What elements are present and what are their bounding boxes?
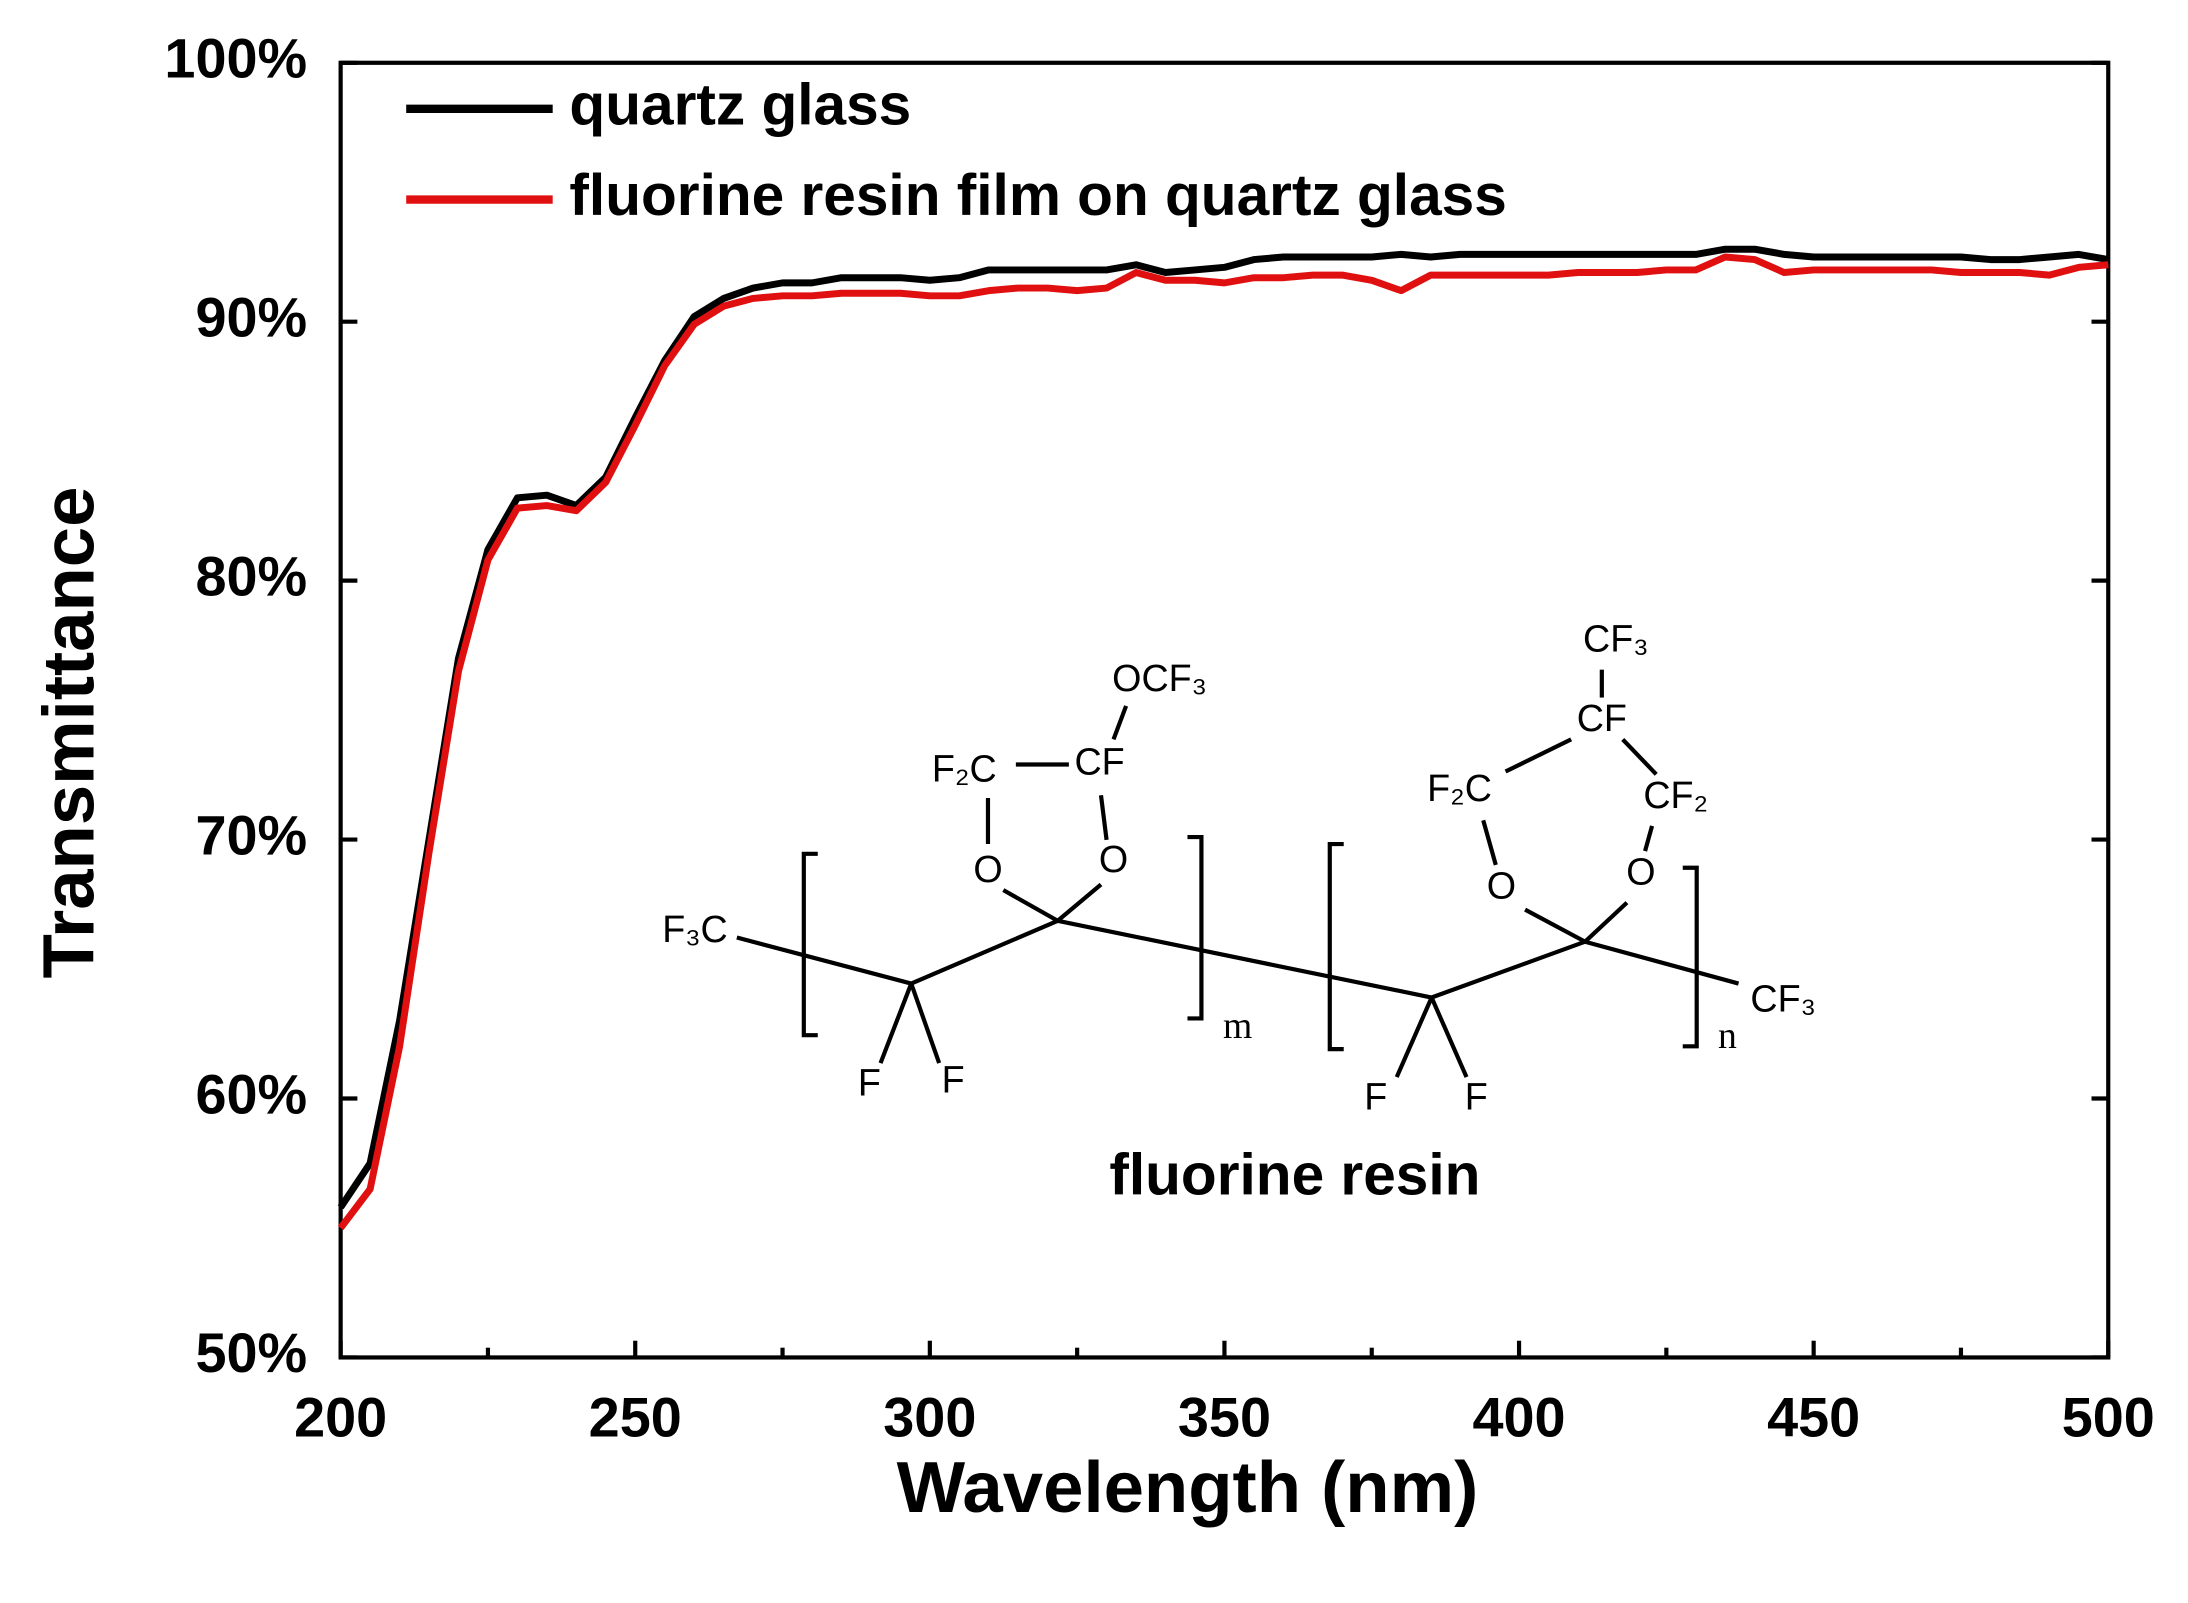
- data-line: [337, 253, 2109, 1231]
- chem-label: O: [1487, 865, 1516, 907]
- x-axis-title: Wavelength (nm): [897, 1447, 1479, 1528]
- chem-subscript: n: [1718, 1015, 1737, 1057]
- legend-label: fluorine resin film on quartz glass: [569, 163, 1506, 228]
- x-tick-label: 200: [294, 1385, 387, 1448]
- chem-label: F: [1465, 1075, 1488, 1117]
- inset-structure: OCF₃ F₂C CF O O CF₃ CF F₂C CF₂ O O F₃C F…: [662, 618, 1816, 1208]
- legend-label: quartz glass: [569, 72, 911, 137]
- y-tick-label: 60%: [195, 1062, 307, 1125]
- chem-label: F₃C: [662, 908, 728, 950]
- chem-label: CF₃: [1750, 978, 1816, 1020]
- chem-label: F: [942, 1059, 965, 1101]
- chem-label: F: [858, 1061, 881, 1103]
- y-axis-title: Transmittance: [28, 487, 109, 979]
- chem-label: CF₂: [1643, 774, 1708, 816]
- x-tick-label: 500: [2062, 1385, 2155, 1448]
- chem-label: O: [1626, 851, 1655, 893]
- y-tick-label: 50%: [195, 1321, 307, 1384]
- x-tick-label: 450: [1767, 1385, 1860, 1448]
- y-tick-label: 90%: [195, 285, 307, 348]
- chem-subscript: m: [1223, 1005, 1252, 1047]
- chem-label: F₂C: [932, 747, 997, 789]
- chem-label: O: [1099, 838, 1128, 880]
- chem-label: CF: [1074, 740, 1124, 782]
- y-tick-label: 70%: [195, 803, 307, 866]
- chem-label: F₂C: [1427, 767, 1492, 809]
- chem-label: CF: [1577, 697, 1627, 739]
- y-tick-label: 80%: [195, 544, 307, 607]
- chem-label: OCF₃: [1112, 657, 1207, 699]
- x-tick-label: 350: [1178, 1385, 1271, 1448]
- chem-label: O: [973, 848, 1002, 890]
- x-tick-label: 300: [883, 1385, 976, 1448]
- data-line: [337, 245, 2109, 1210]
- chem-label: F: [1364, 1075, 1387, 1117]
- chem-label: CF₃: [1583, 618, 1649, 660]
- inset-label: fluorine resin: [1109, 1142, 1480, 1207]
- x-tick-label: 400: [1472, 1385, 1565, 1448]
- y-tick-label: 100%: [164, 27, 307, 90]
- x-tick-label: 250: [589, 1385, 682, 1448]
